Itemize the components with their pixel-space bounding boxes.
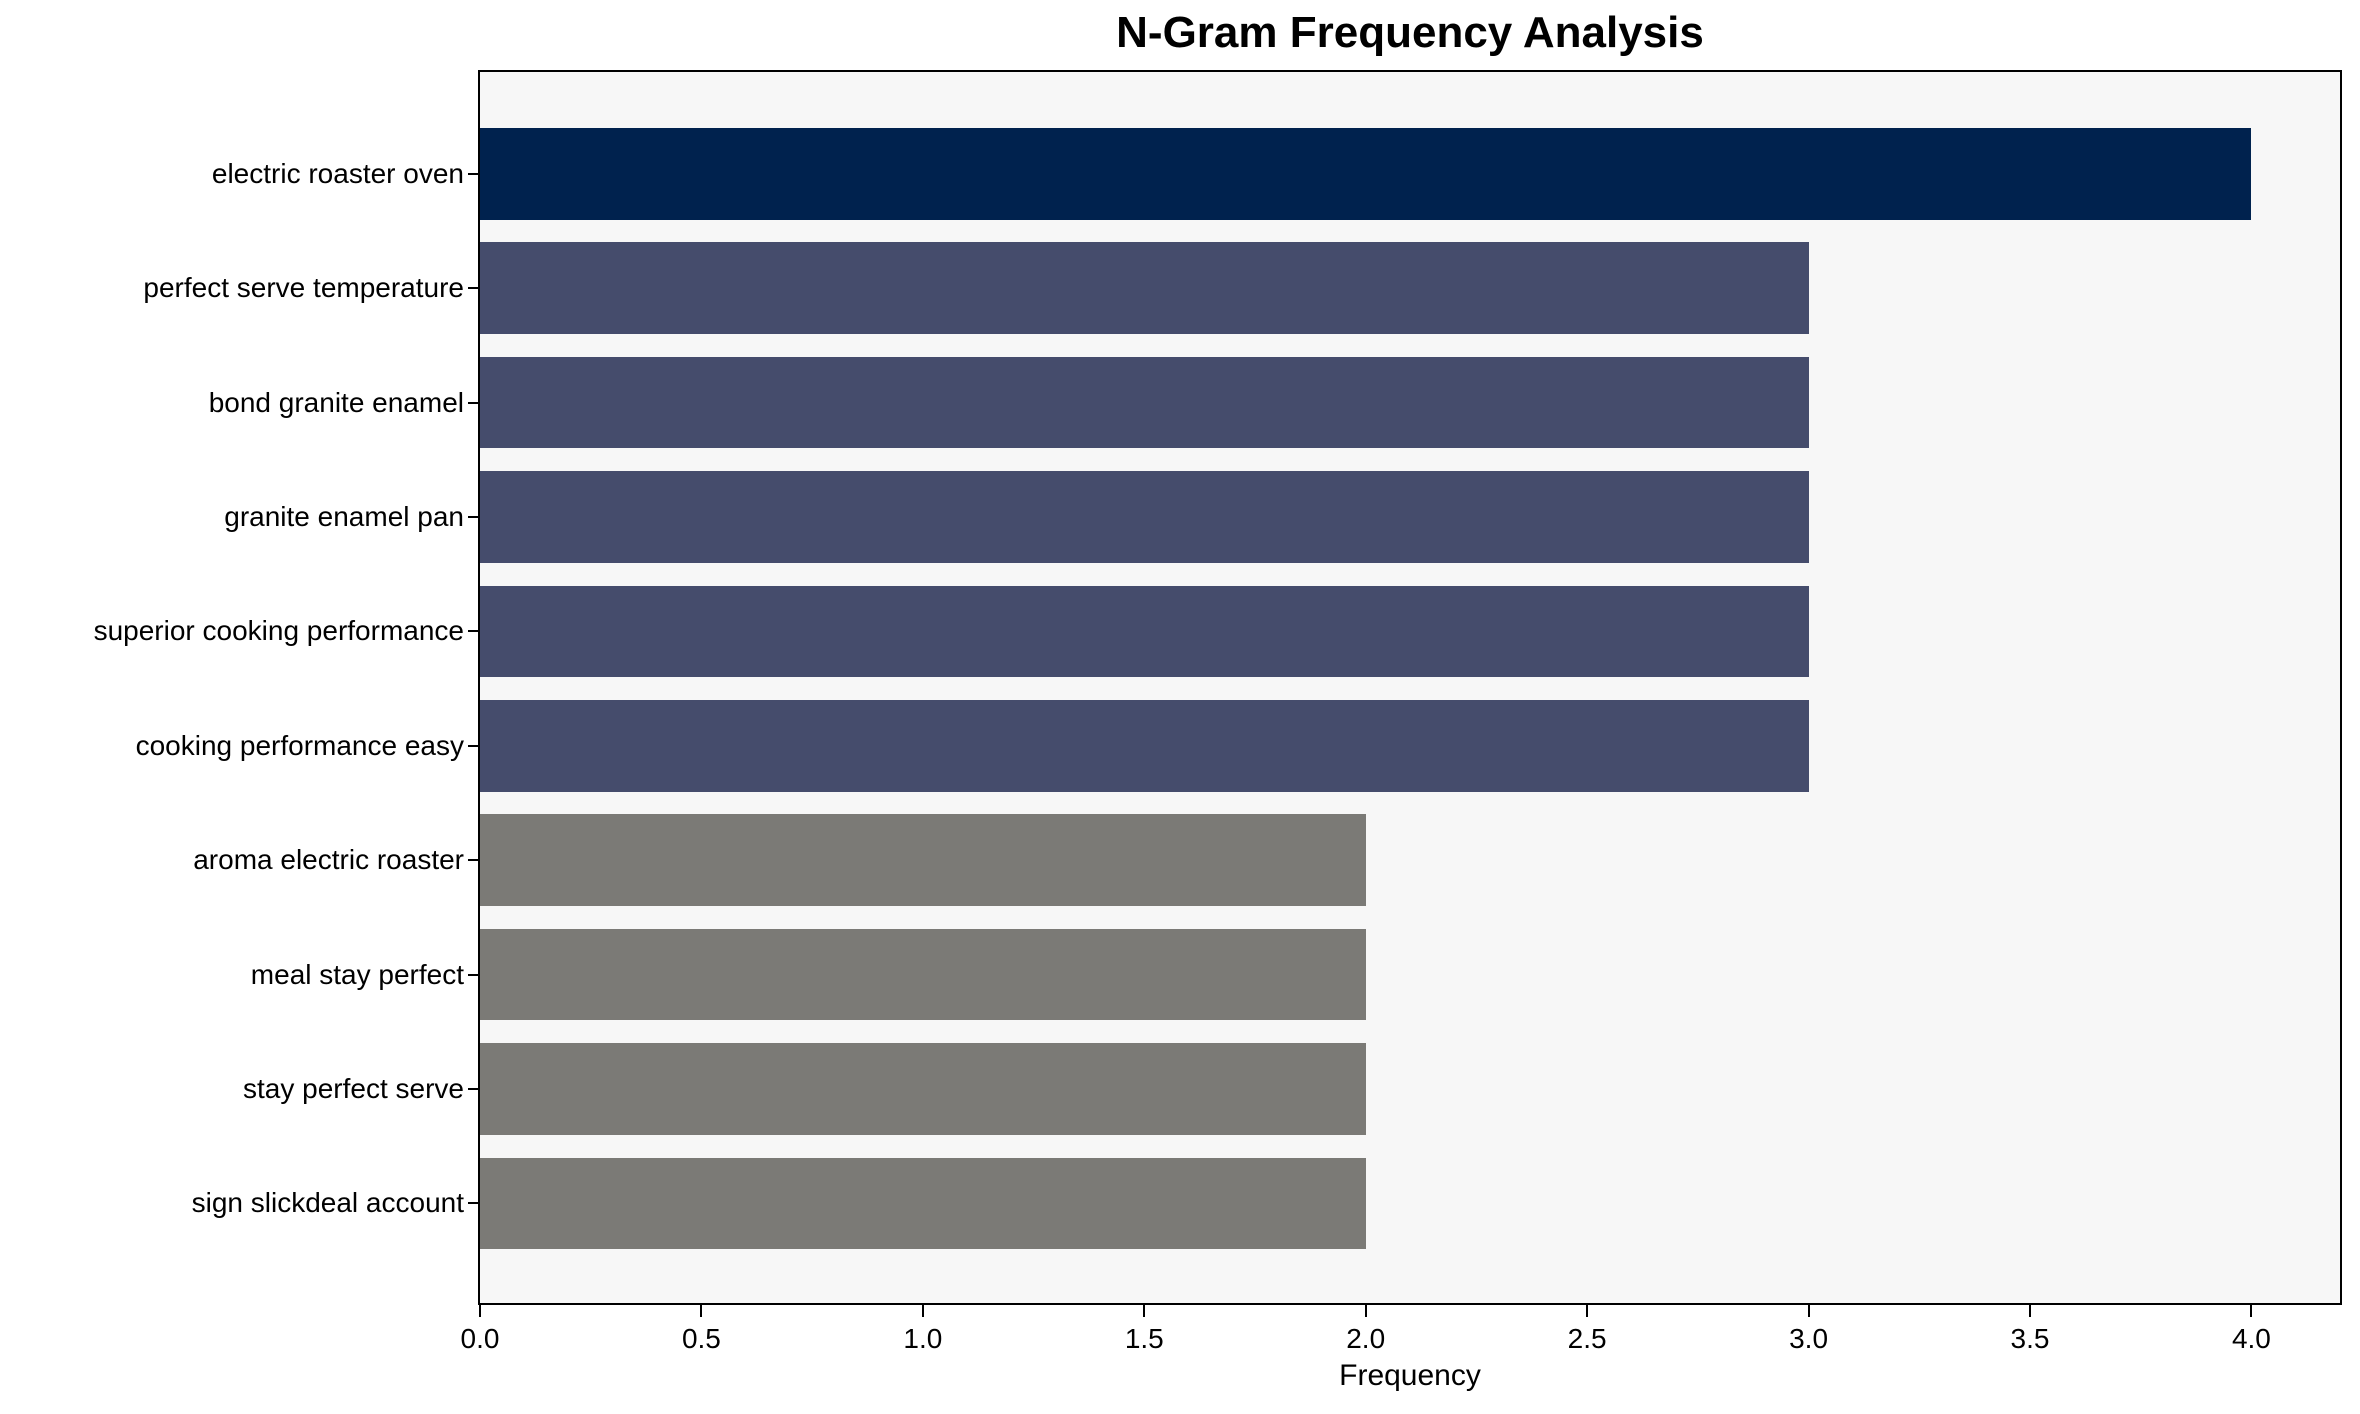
bar-granite-enamel-pan bbox=[480, 471, 1809, 563]
bar-bond-granite-enamel bbox=[480, 356, 1809, 449]
x-tick-label: 2.0 bbox=[1346, 1323, 1386, 1354]
bar-sign-slickdeal-account bbox=[480, 1157, 1366, 1250]
y-tick-label: superior cooking performance bbox=[93, 615, 464, 647]
x-tick-mark bbox=[2029, 1305, 2031, 1317]
bar-electric-roaster-oven bbox=[480, 128, 2252, 220]
x-tick-mark bbox=[700, 1305, 703, 1317]
chart-title: N-Gram Frequency Analysis bbox=[1116, 8, 1704, 57]
bar-superior-cooking-performance bbox=[480, 585, 1809, 678]
x-tick-label: 2.5 bbox=[1567, 1323, 1607, 1354]
y-tick-mark bbox=[468, 630, 478, 633]
y-tick-label: sign slickdeal account bbox=[191, 1187, 464, 1219]
bar-perfect-serve-temperature bbox=[480, 242, 1809, 334]
y-tick-label: bond granite enamel bbox=[208, 386, 464, 418]
x-tick-mark bbox=[1364, 1305, 1367, 1317]
y-tick-mark bbox=[468, 172, 478, 175]
y-tick-mark bbox=[468, 973, 478, 976]
x-tick-mark bbox=[1143, 1305, 1146, 1317]
y-tick-label: cooking performance easy bbox=[135, 729, 464, 761]
x-tick-label: 4.0 bbox=[2231, 1323, 2271, 1354]
bar-meal-stay-perfect bbox=[480, 928, 1366, 1021]
y-tick-label: perfect serve temperature bbox=[143, 272, 464, 304]
x-tick-mark bbox=[1586, 1305, 1589, 1317]
plot-area bbox=[478, 70, 2342, 1305]
x-tick-mark bbox=[479, 1305, 481, 1317]
bar-stay-perfect-serve bbox=[480, 1043, 1366, 1135]
y-tick-mark bbox=[468, 859, 478, 862]
x-tick-mark bbox=[1807, 1305, 1810, 1317]
x-tick-mark bbox=[921, 1305, 924, 1317]
x-tick-label: 0.5 bbox=[681, 1323, 721, 1354]
y-tick-label: granite enamel pan bbox=[224, 500, 464, 532]
y-tick-mark bbox=[468, 744, 478, 747]
x-tick-label: 1.5 bbox=[1124, 1323, 1164, 1354]
y-tick-label: electric roaster oven bbox=[211, 157, 464, 189]
bar-cooking-performance-easy bbox=[480, 700, 1809, 792]
y-tick-mark bbox=[468, 515, 478, 518]
bar-aroma-electric-roaster bbox=[480, 814, 1366, 906]
x-tick-label: 3.0 bbox=[1789, 1323, 1829, 1354]
x-tick-label: 1.0 bbox=[903, 1323, 943, 1354]
y-tick-label: meal stay perfect bbox=[250, 958, 464, 990]
y-tick-label: stay perfect serve bbox=[243, 1072, 464, 1104]
y-tick-mark bbox=[468, 401, 478, 404]
x-tick-label: 3.5 bbox=[2010, 1323, 2050, 1354]
y-tick-mark bbox=[468, 287, 478, 290]
x-tick-label: 0.0 bbox=[460, 1323, 500, 1354]
y-tick-mark bbox=[468, 1087, 478, 1090]
x-tick-mark bbox=[2250, 1305, 2253, 1317]
y-tick-label: aroma electric roaster bbox=[193, 844, 464, 876]
x-axis-label: Frequency bbox=[1339, 1359, 1481, 1392]
y-tick-mark bbox=[468, 1202, 478, 1205]
